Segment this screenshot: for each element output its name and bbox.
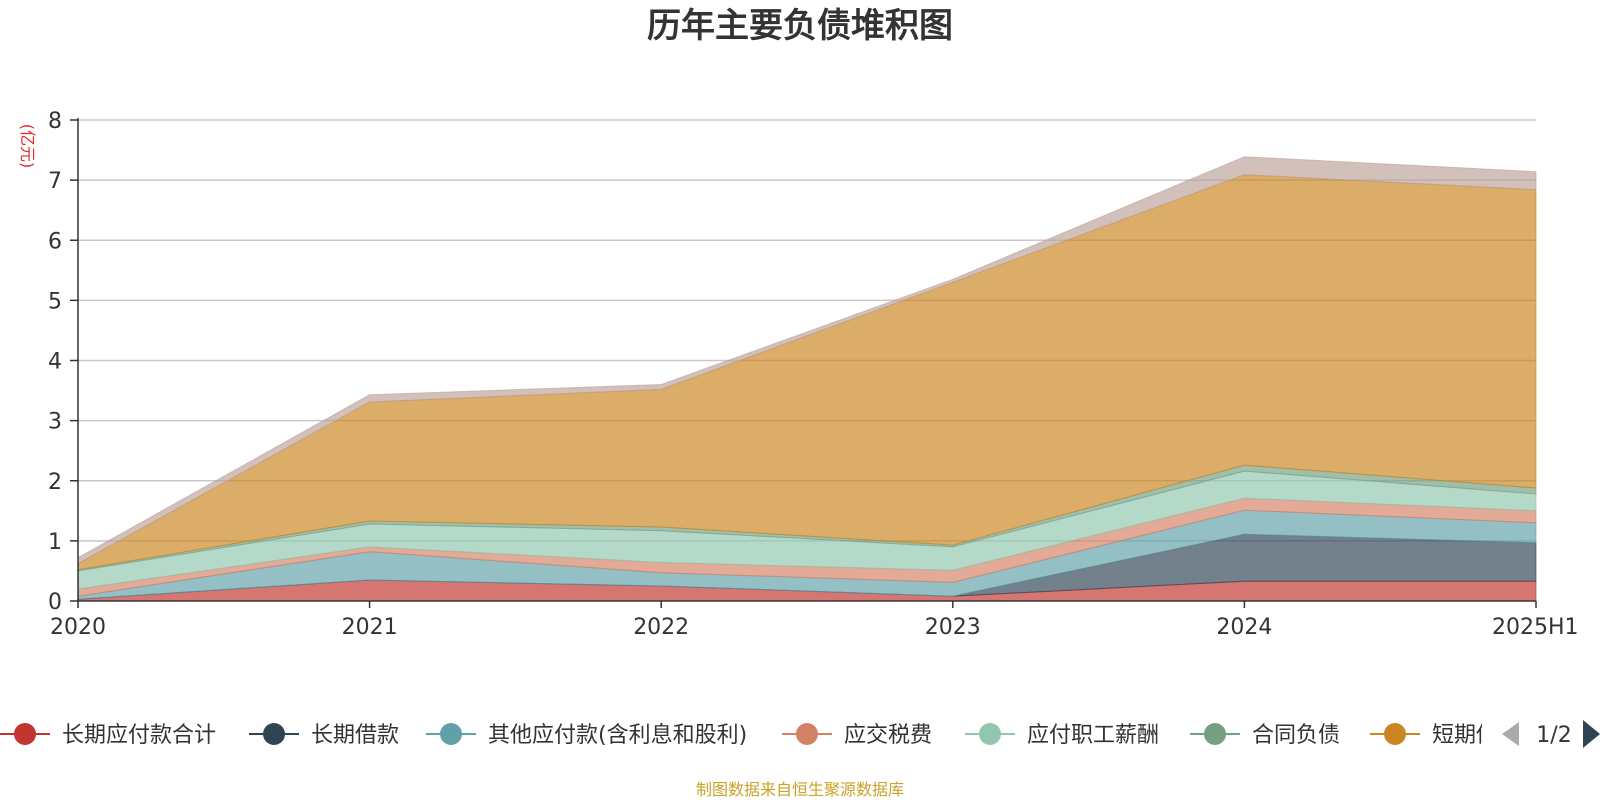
legend-page-indicator: 1/2 <box>1536 723 1571 748</box>
y-tick-label: 6 <box>48 229 62 254</box>
x-tick-label: 2022 <box>633 615 689 640</box>
data-source-note: 制图数据来自恒生聚源数据库 <box>696 780 904 799</box>
y-tick-label: 1 <box>48 530 62 555</box>
chart-title: 历年主要负债堆积图 <box>647 6 953 46</box>
y-tick-label: 4 <box>48 350 62 375</box>
area-series <box>77 156 1537 602</box>
legend-label: 长期应付款合计 <box>62 723 216 748</box>
legend-prev-arrow-icon[interactable] <box>1502 722 1519 746</box>
y-tick-label: 7 <box>48 169 62 194</box>
x-tick-label: 2021 <box>342 615 398 640</box>
y-tick-label: 5 <box>48 289 62 314</box>
legend-item-0[interactable]: 长期应付款合计 <box>0 723 216 748</box>
y-tick-label: 8 <box>48 109 62 134</box>
legend-item-3[interactable]: 应交税费 <box>782 723 932 748</box>
legend-item-1[interactable]: 长期借款 <box>249 723 399 748</box>
legend-item-4[interactable]: 应付职工薪酬 <box>965 723 1159 748</box>
legend-label: 短期借款 <box>1432 723 1520 748</box>
x-tick-label: 2023 <box>925 615 981 640</box>
y-tick-label: 0 <box>48 590 62 615</box>
legend-label: 长期借款 <box>311 723 399 748</box>
legend-circle-marker <box>1204 723 1226 745</box>
x-tick-label: 2020 <box>50 615 106 640</box>
y-axis-unit: (亿元) <box>18 124 37 169</box>
y-tick-label: 3 <box>48 410 62 435</box>
legend: 长期应付款合计 长期借款 其他应付款(含利息和股利) 应交税费 应付职工薪酬 合同负债 短期… <box>0 720 1600 748</box>
legend-next-arrow-icon[interactable] <box>1583 720 1600 748</box>
legend-circle-marker <box>796 723 818 745</box>
legend-circle-marker <box>440 723 462 745</box>
legend-items: 长期应付款合计 长期借款 其他应付款(含利息和股利) 应交税费 应付职工薪酬 合同负债 短期… <box>0 723 1520 748</box>
legend-label: 其他应付款(含利息和股利) <box>488 723 747 748</box>
legend-circle-marker <box>1384 723 1406 745</box>
x-tick-label: 2024 <box>1216 615 1272 640</box>
area-series-7 <box>77 156 1537 565</box>
legend-label: 合同负债 <box>1252 723 1340 748</box>
legend-item-5[interactable]: 合同负债 <box>1190 723 1340 748</box>
legend-circle-marker <box>14 723 36 745</box>
legend-circle-marker <box>979 723 1001 745</box>
legend-item-2[interactable]: 其他应付款(含利息和股利) <box>426 723 747 748</box>
legend-label: 应交税费 <box>844 723 932 748</box>
legend-label: 应付职工薪酬 <box>1027 723 1159 748</box>
x-tick-label: 2025H1 <box>1492 615 1579 640</box>
legend-circle-marker <box>263 723 285 745</box>
legend-item-6[interactable]: 短期借款 <box>1370 723 1520 748</box>
axes: 0 1 2 3 4 5 6 7 8 2020 2021 2022 2023 2024 2025H1 <box>48 109 1579 640</box>
y-tick-label: 2 <box>48 470 62 495</box>
